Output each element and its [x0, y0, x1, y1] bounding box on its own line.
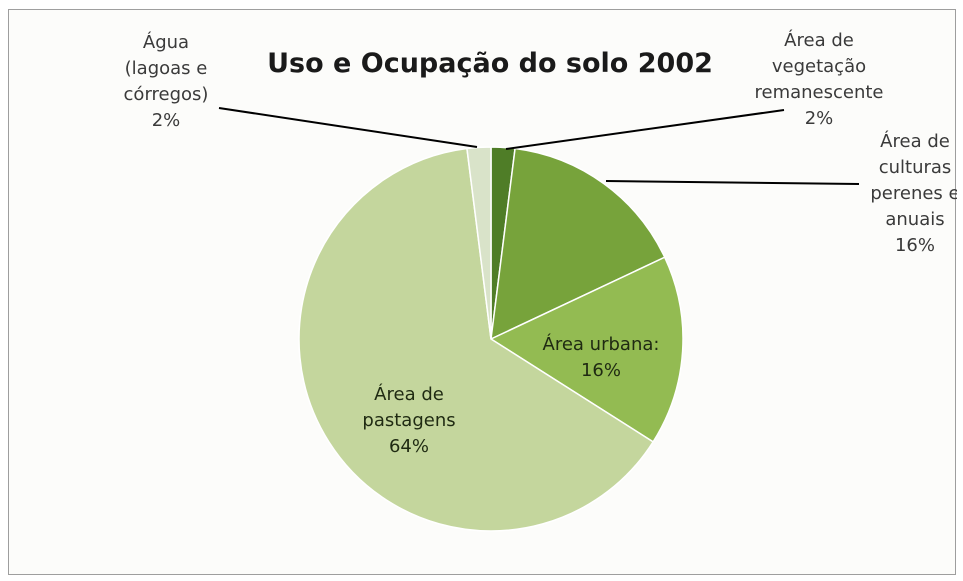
- pie-slice-culturas: [490, 147, 666, 341]
- slice-label-line: culturas: [879, 157, 952, 178]
- pie-chart: Área de vegetação remanescente 2% Área de cul…: [124, 29, 957, 532]
- pie-slice-agua: [466, 146, 492, 340]
- slice-label-pastagens: Área de pastagens 64%: [362, 383, 455, 457]
- slice-label-line: 64%: [389, 436, 429, 457]
- slice-label-line: 16%: [895, 235, 935, 256]
- slice-label-line: Área urbana:: [543, 333, 660, 355]
- slice-label-line: remanescente: [754, 82, 883, 103]
- slice-label-line: Área de: [784, 29, 854, 51]
- chart-frame: Área de vegetação remanescente 2% Área de cul…: [8, 9, 957, 575]
- slice-label-line: perenes e: [870, 183, 957, 204]
- slice-label-vegetacao: Área de vegetação remanescente 2%: [754, 29, 883, 129]
- slice-label-urbana: Área urbana: 16%: [543, 333, 660, 381]
- slice-label-agua: Água (lagoas e córregos) 2%: [124, 31, 209, 131]
- leader-line-vegetacao: [505, 109, 785, 150]
- slices-layer: [298, 146, 684, 532]
- leader-line-agua: [218, 107, 478, 148]
- chart-title: Uso e Ocupação do solo 2002: [267, 48, 713, 79]
- pie-slice-pastagens: [298, 147, 655, 532]
- leader-lines: [218, 107, 860, 185]
- slice-label-line: anuais: [885, 209, 944, 230]
- slice-label-line: Água: [143, 31, 189, 53]
- slice-label-line: Área de: [880, 130, 950, 152]
- slice-label-line: vegetação: [772, 56, 866, 77]
- slice-label-line: 2%: [152, 110, 181, 131]
- slice-labels: Área de vegetação remanescente 2% Área de cul…: [124, 29, 957, 457]
- slice-label-line: 2%: [805, 108, 834, 129]
- slice-label-line: 16%: [581, 360, 621, 381]
- pie-slice-urbana: [489, 256, 684, 443]
- slice-label-line: córregos): [124, 84, 209, 105]
- slice-label-line: Área de: [374, 383, 444, 405]
- slice-label-culturas: Área de culturas perenes e anuais 16%: [870, 130, 957, 256]
- slice-label-line: (lagoas e: [125, 58, 208, 79]
- leader-line-culturas: [605, 180, 860, 185]
- slice-label-line: pastagens: [362, 410, 455, 431]
